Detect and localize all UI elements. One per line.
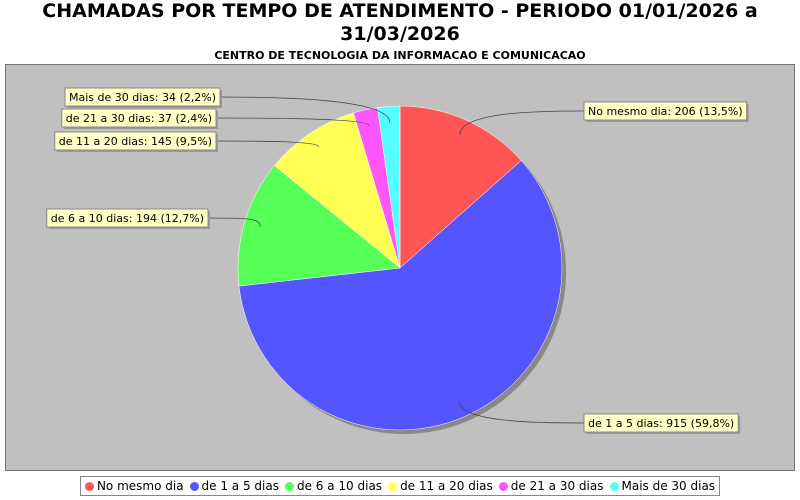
- data-label: de 1 a 5 dias: 915 (59,8%): [588, 417, 734, 430]
- pie-slice: [399, 105, 522, 269]
- label-box: [61, 108, 217, 128]
- legend-swatch: [189, 481, 199, 491]
- legend-label: No mesmo dia: [96, 479, 184, 493]
- chart-title: CHAMADAS POR TEMPO DE ATENDIMENTO - PERI…: [42, 0, 758, 45]
- legend-label: de 6 a 10 dias: [296, 479, 383, 493]
- label-connector: [215, 140, 320, 148]
- label-box: [64, 87, 221, 107]
- pie-slice: [377, 105, 401, 269]
- pie-slice: [274, 112, 401, 269]
- pie-slice: [237, 165, 401, 287]
- chart-subtitle: CENTRO DE TECNOLOGIA DA INFORMACAO E COM…: [214, 49, 586, 62]
- label-box: [54, 131, 217, 151]
- legend-item: de 1 a 5 dias: [189, 479, 279, 493]
- legend: No mesmo dia de 1 a 5 dias de 6 a 10 dias d…: [0, 476, 800, 496]
- legend-swatch: [609, 481, 619, 491]
- data-label: de 21 a 30 dias: 37 (2,4%): [66, 112, 212, 125]
- legend-swatch: [284, 481, 294, 491]
- legend-item: Mais de 30 dias: [609, 479, 716, 493]
- legend-item: de 6 a 10 dias: [284, 479, 383, 493]
- legend-item: de 11 a 20 dias: [388, 479, 493, 493]
- label-box: [583, 413, 739, 433]
- legend-item: No mesmo dia: [84, 479, 184, 493]
- label-box: [46, 208, 209, 228]
- legend-item: de 21 a 30 dias: [498, 479, 604, 493]
- legend-swatch: [84, 481, 94, 491]
- data-label: de 6 a 10 dias: 194 (12,7%): [51, 212, 204, 225]
- legend-label: Mais de 30 dias: [621, 479, 716, 493]
- label-box: [583, 101, 748, 121]
- legend-swatch: [498, 481, 508, 491]
- data-label: de 11 a 20 dias: 145 (9,5%): [59, 135, 212, 148]
- legend-box: No mesmo dia de 1 a 5 dias de 6 a 10 dias d…: [79, 476, 721, 496]
- data-label: No mesmo dia: 206 (13,5%): [588, 105, 743, 118]
- label-connector: [459, 110, 585, 136]
- label-connector: [215, 117, 370, 126]
- legend-label: de 1 a 5 dias: [201, 479, 279, 493]
- label-connector: [207, 217, 261, 227]
- label-connector: [458, 401, 585, 424]
- data-label: Mais de 30 dias: 34 (2,2%): [69, 91, 216, 104]
- legend-label: de 21 a 30 dias: [510, 479, 604, 493]
- label-connector: [219, 96, 391, 123]
- legend-swatch: [388, 481, 398, 491]
- pie-slice: [238, 160, 563, 431]
- legend-label: de 11 a 20 dias: [400, 479, 493, 493]
